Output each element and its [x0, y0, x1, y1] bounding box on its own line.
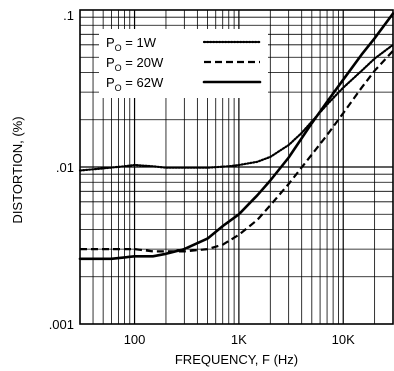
series-line-2: [80, 50, 394, 253]
series-line-3: [78, 12, 394, 261]
legend-label-1: PO = 1W: [106, 35, 157, 53]
x-tick-label: 100: [124, 332, 146, 347]
x-tick-label: 1K: [231, 332, 247, 347]
legend: PO = 1W PO = 20W PO = 62W: [106, 35, 262, 93]
x-tick-label: 10K: [332, 332, 355, 347]
y-axis-title: DISTORTION, (%): [10, 116, 25, 223]
legend-label-2: PO = 20W: [106, 55, 164, 73]
tick-labels: 100 1K 10K .1 .01 .001: [49, 8, 355, 347]
y-tick-label: .01: [56, 160, 74, 175]
y-tick-label: .001: [49, 317, 74, 332]
plot-frame: [79, 9, 394, 325]
series-line-1: [78, 43, 394, 172]
x-axis-title: FREQUENCY, F (Hz): [175, 352, 298, 367]
legend-background: [99, 29, 268, 98]
y-tick-label: .1: [63, 8, 74, 23]
legend-label-3: PO = 62W: [106, 75, 164, 93]
series-layer: [78, 12, 394, 261]
